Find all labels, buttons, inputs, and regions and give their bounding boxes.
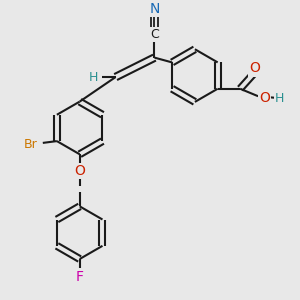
Text: Br: Br (24, 138, 38, 151)
Text: H: H (88, 70, 98, 84)
Text: O: O (74, 164, 85, 178)
Text: O: O (259, 91, 270, 105)
Text: H: H (275, 92, 285, 105)
Text: C: C (150, 28, 159, 41)
Text: F: F (76, 270, 84, 284)
Text: N: N (149, 2, 160, 16)
Text: O: O (249, 61, 260, 75)
